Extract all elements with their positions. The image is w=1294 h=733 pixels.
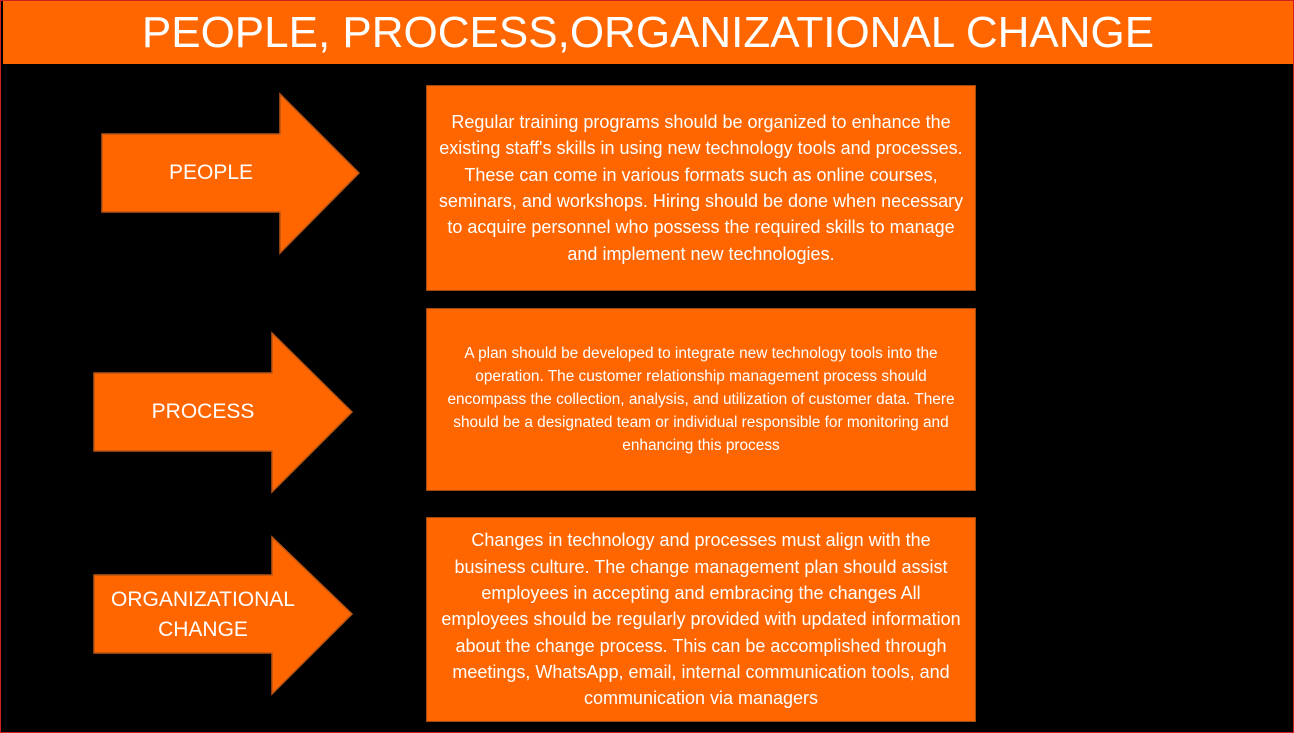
arrow-process-shape bbox=[93, 331, 354, 494]
arrow-process: PROCESS bbox=[93, 331, 355, 494]
description-box-process: A plan should be developed to integrate … bbox=[426, 308, 976, 491]
page-title: PEOPLE, PROCESS,ORGANIZATIONAL CHANGE bbox=[3, 1, 1293, 64]
arrow-people: PEOPLE bbox=[101, 92, 361, 255]
description-text-process: A plan should be developed to integrate … bbox=[447, 345, 955, 454]
arrow-label-process: PROCESS bbox=[151, 400, 255, 423]
arrow-people-shape bbox=[101, 92, 361, 255]
description-text-organizational-change: Changes in technology and processes must… bbox=[441, 530, 961, 709]
description-box-people: Regular training programs should be orga… bbox=[426, 85, 976, 291]
arrow-organizational-change: ORGANIZATIONAL CHANGE bbox=[93, 535, 355, 696]
description-text-people: Regular training programs should be orga… bbox=[438, 112, 964, 264]
arrow-label-organizational-change: ORGANIZATIONAL CHANGE bbox=[111, 588, 295, 641]
arrow-organizational-change-shape bbox=[93, 535, 354, 696]
arrow-label-people: PEOPLE bbox=[168, 161, 254, 184]
description-box-organizational-change: Changes in technology and processes must… bbox=[426, 517, 976, 722]
